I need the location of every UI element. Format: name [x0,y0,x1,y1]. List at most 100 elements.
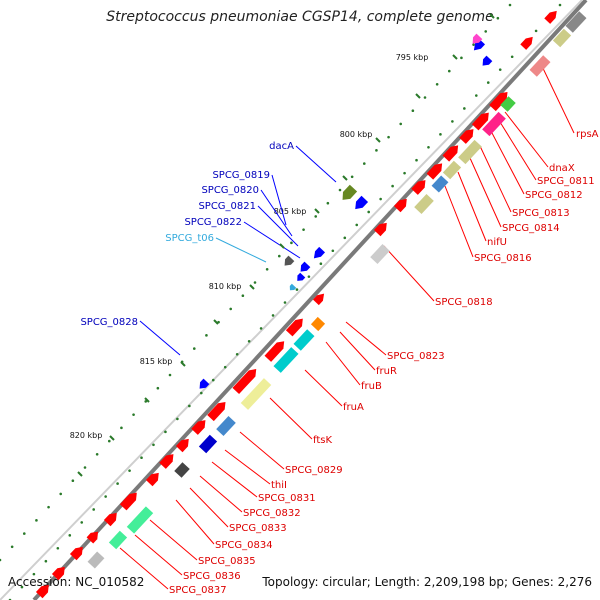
leader-lines [119,61,575,590]
genome-backbone [32,0,588,600]
ruler-track-outer-dot [32,572,36,576]
leader-line-forward [504,111,549,168]
gene-label-SPCG_0833: SPCG_0833 [229,523,287,534]
leader-line-forward [224,449,271,485]
gene-label-SPCG_0837: SPCG_0837 [169,585,227,596]
gene-label-SPCG_0820: SPCG_0820 [201,185,259,196]
cds-block-body [414,194,434,214]
forward-gene-arrow [207,401,226,422]
gene-label-fruA: fruA [343,402,364,413]
ruler-track-inner-dot [314,215,318,218]
ruler-track-outer-dot [343,236,347,240]
ruler-major-tick [489,13,495,19]
reverse-gene-arrow-body [300,261,311,272]
ruler-track-outer-dot [307,275,311,278]
forward-gene-arrow-body [207,401,226,422]
ruler-track-outer-dot [140,456,143,460]
ruler-track-inner-dot [375,149,378,152]
leader-line-forward [339,331,376,371]
ruler-track-outer-dot [403,171,406,175]
ruler-track-inner-dot [362,162,366,165]
forward-gene-arrow-body [145,472,159,487]
ruler-track-inner-dot [472,43,475,46]
gene-label-SPCG_0812: SPCG_0812 [525,190,583,201]
cds-block-body [431,175,449,193]
forward-gene-arrow-body [471,112,489,131]
ruler-major-tick [314,208,320,214]
forward-gene-arrow-body [103,512,117,527]
gene-label-fruR: fruR [376,366,397,377]
cds-block-body [216,416,236,436]
cds-block-body [198,434,218,454]
forward-gene-arrow-body [544,10,557,24]
forward-gene-arrow-body [264,341,285,362]
forward-gene-arrow-body [426,163,443,180]
gene-label-dacA: dacA [269,141,294,152]
forward-gene-arrow [489,91,508,112]
reverse-gene-arrow [355,195,369,210]
ruler-track-inner-dot [508,3,512,7]
leader-line-forward [189,487,229,528]
ruler-track-outer-dot [92,508,95,511]
gene-label-SPCG_0835: SPCG_0835 [198,556,256,567]
ruler-track-outer-dot [379,197,382,201]
leader-line-forward [469,157,502,228]
reverse-gene-arrow [289,283,297,291]
leader-line-forward [199,475,243,513]
ruler-major-tick [144,397,150,403]
ruler-major-tick [249,284,255,290]
ruler-track-outer-dot [367,210,370,214]
cds-block [126,506,154,534]
ruler-track-inner-dot [59,492,63,496]
gene-label-SPCG_0813: SPCG_0813 [512,208,570,219]
forward-gene-arrow-body [411,180,426,195]
gene-label-SPCG_0821: SPCG_0821 [198,201,256,212]
cds-block-body [273,347,299,373]
cds-block-body [552,28,572,48]
ruler-track-inner-dot [350,175,354,179]
cds-block-body [482,111,506,137]
forward-gene-arrow-body [373,222,387,237]
gene-label-fruB: fruB [361,381,382,392]
forward-gene-arrow-body [285,318,303,337]
ruler-track-inner-dot [71,479,75,483]
reverse-gene-arrow-body [472,33,483,44]
cds-block [87,551,105,569]
forward-gene-arrow-body [175,438,189,453]
ruler-track-outer-dot [200,391,203,395]
leader-line-forward [444,185,474,258]
cds-block [431,175,449,193]
leader-line-forward [134,534,183,576]
ruler-track-outer-dot [20,585,24,589]
cds-block [414,194,434,214]
leader-line-reverse [260,189,293,237]
forward-gene-arrow [312,293,325,306]
ruler-track-inner-dot [423,96,427,99]
kbp-label-800: 800 kbp [340,130,373,139]
forward-gene-arrow [285,318,303,337]
cds-block-body [310,316,326,332]
reverse-gene-arrow [313,246,326,259]
ruler-track-inner-dot [253,281,257,284]
cds-block-body [565,11,587,33]
forward-gene-arrow-body [232,369,257,395]
reverse-gene-arrow [482,55,493,66]
forward-gene-arrow-body [489,91,508,112]
cds-block [273,347,299,373]
gene-label-SPCG_0834: SPCG_0834 [215,540,273,551]
cds-block [500,96,516,112]
forward-gene-arrow [442,145,459,162]
forward-gene-arrow-body [119,492,137,511]
ruler-track-outer-dot [128,469,131,472]
forward-gene-arrow [35,584,49,599]
cds-block [442,160,462,180]
kbp-label-805: 805 kbp [274,207,307,216]
ruler-major-tick [452,54,458,60]
forward-gene-arrow-body [191,420,206,435]
forward-gene-arrow [471,112,489,131]
ruler-track-outer-dot [295,288,299,291]
cds-block [529,55,551,77]
ruler-track-inner-dot [387,135,390,139]
leader-line-forward [239,431,285,470]
